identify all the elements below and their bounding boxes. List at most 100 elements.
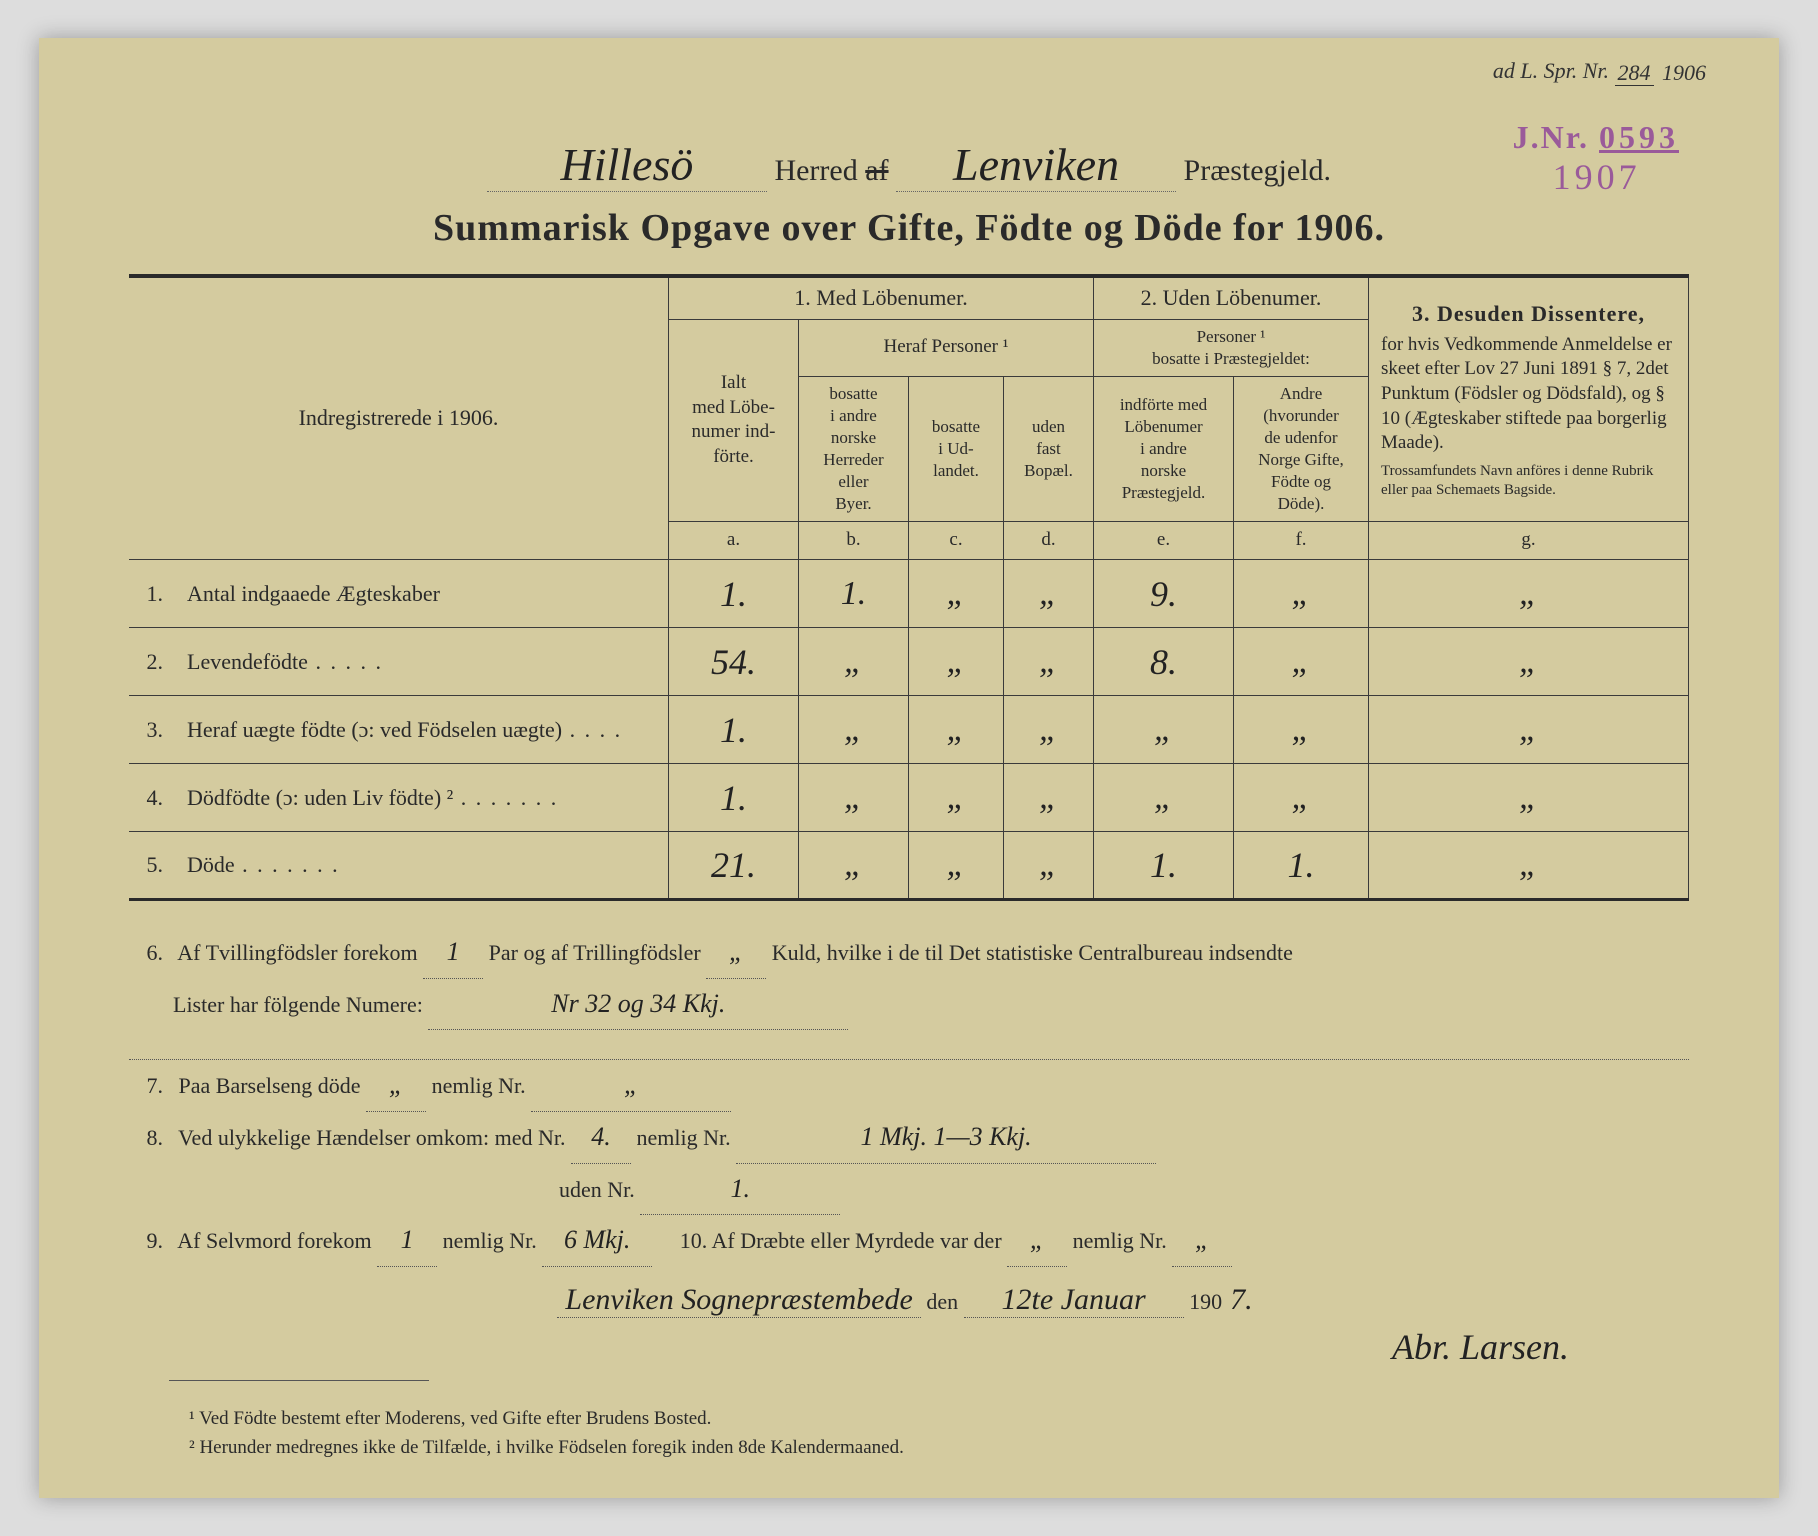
praestegjeld-label: Præstegjeld. [1184, 154, 1332, 187]
cell-e: „ [1094, 764, 1234, 832]
cell-c: „ [909, 832, 1004, 900]
col-letter-b: b. [799, 522, 909, 560]
row-num: 4. [129, 764, 169, 832]
l7-nr: „ [531, 1060, 731, 1112]
stamp-jnr-label: J.Nr. [1513, 119, 1589, 155]
l9-nr: 6 Mkj. [542, 1215, 652, 1267]
cell-b: 1. [799, 560, 909, 628]
cell-f: „ [1234, 628, 1369, 696]
cell-b: „ [799, 696, 909, 764]
col-f-header: Andre (hvorunder de udenfor Norge Gifte,… [1234, 376, 1369, 522]
cell-g: „ [1369, 560, 1689, 628]
line-7: 7. Paa Barselseng döde „ nemlig Nr. „ [129, 1060, 1689, 1112]
cell-g: „ [1369, 832, 1689, 900]
document-page: ad L. Spr. Nr. 284 1906 J.Nr. 0593 1907 … [39, 38, 1779, 1498]
cell-d: „ [1004, 560, 1094, 628]
stamp-year: 1907 [1553, 156, 1679, 199]
cell-d: „ [1004, 628, 1094, 696]
signature-line: Lenviken Sognepræstembede den 12te Janua… [129, 1283, 1689, 1318]
herred-label: Herred [774, 154, 857, 187]
l8-uden: 1. [640, 1164, 840, 1216]
cell-e: 9. [1094, 560, 1234, 628]
sec2-sub-header: Personer ¹ bosatte i Præstegjeldet: [1094, 319, 1369, 376]
header-line: Hillesö Herred af Lenviken Præstegjeld. [129, 138, 1689, 192]
cell-f: 1. [1234, 832, 1369, 900]
cell-g: „ [1369, 628, 1689, 696]
twin-numbers: Nr 32 og 34 Kkj. [428, 979, 848, 1031]
section-1-head: 1. Med Löbenumer. [669, 276, 1094, 319]
footnotes: ¹ Ved Födte bestemt efter Moderens, ved … [129, 1405, 1689, 1462]
sig-year-hand: 7. [1222, 1283, 1261, 1317]
l10-nr: „ [1172, 1215, 1232, 1267]
summary-table: Indregistrerede i 1906. 1. Med Löbenumer… [129, 274, 1689, 901]
annotation-text: ad L. Spr. Nr. [1493, 58, 1609, 83]
cell-c: „ [909, 696, 1004, 764]
cell-e: „ [1094, 696, 1234, 764]
col-letter-f: f. [1234, 522, 1369, 560]
row-num: 5. [129, 832, 169, 900]
annotation-fraction: 284 1906 [1615, 60, 1710, 86]
line-6: 6. Af Tvillingfödsler forekom 1 Par og a… [129, 927, 1689, 979]
cell-d: „ [1004, 764, 1094, 832]
table-row: 5. Döde 21. „ „ „ 1. 1. „ [129, 832, 1689, 900]
table-row: 3. Heraf uægte födte (ɔ: ved Födselen uæ… [129, 696, 1689, 764]
cell-c: „ [909, 560, 1004, 628]
cell-a: 21. [669, 832, 799, 900]
col-d-header: uden fast Bopæl. [1004, 376, 1094, 522]
cell-f: „ [1234, 560, 1369, 628]
row-label: Dödfödte (ɔ: uden Liv födte) ² [169, 764, 669, 832]
col-e-header: indförte med Löbenumer i andre norske Pr… [1094, 376, 1234, 522]
cell-b: „ [799, 764, 909, 832]
cell-e: 8. [1094, 628, 1234, 696]
row-label: Levendefödte [169, 628, 669, 696]
twin-count: 1 [423, 927, 483, 979]
l7-count: „ [366, 1060, 426, 1112]
cell-g: „ [1369, 696, 1689, 764]
top-right-annotation: ad L. Spr. Nr. 284 1906 [1493, 58, 1709, 86]
document-title: Summarisk Opgave over Gifte, Födte og Dö… [129, 206, 1689, 250]
table-row: 4. Dödfödte (ɔ: uden Liv födte) ² 1. „ „… [129, 764, 1689, 832]
col-letter-e: e. [1094, 522, 1234, 560]
journal-stamp: J.Nr. 0593 1907 [1513, 118, 1679, 200]
footnote-1: ¹ Ved Födte bestemt efter Moderens, ved … [189, 1405, 1689, 1434]
row-label: Döde [169, 832, 669, 900]
l8-nr: 1 Mkj. 1—3 Kkj. [736, 1112, 1156, 1164]
col-letter-a: a. [669, 522, 799, 560]
trip-count: „ [706, 927, 766, 979]
row-label: Antal indgaaede Ægteskaber [169, 560, 669, 628]
col-letter-c: c. [909, 522, 1004, 560]
herred-handwritten: Hillesö [487, 138, 767, 192]
table-row: 2. Levendefödte 54. „ „ „ 8. „ „ [129, 628, 1689, 696]
row-num: 1. [129, 560, 169, 628]
af-strikethrough: af [865, 154, 888, 187]
col-letter-g: g. [1369, 522, 1689, 560]
cell-a: 1. [669, 764, 799, 832]
row-label: Heraf uægte födte (ɔ: ved Födselen uægte… [169, 696, 669, 764]
l8-med: 4. [571, 1112, 631, 1164]
row-num: 2. [129, 628, 169, 696]
praestegjeld-handwritten: Lenviken [896, 138, 1176, 192]
cell-f: „ [1234, 764, 1369, 832]
footnote-2: ² Herunder medregnes ikke de Tilfælde, i… [189, 1434, 1689, 1463]
line-6b: Lister har fölgende Numere: Nr 32 og 34 … [129, 979, 1689, 1031]
l10-count: „ [1007, 1215, 1067, 1267]
signature-name: Abr. Larsen. [129, 1326, 1689, 1368]
col-letter-d: d. [1004, 522, 1094, 560]
cell-d: „ [1004, 696, 1094, 764]
cell-b: „ [799, 832, 909, 900]
col-indregistrerede: Indregistrerede i 1906. [129, 276, 669, 560]
row-num: 3. [129, 696, 169, 764]
col-b-header: bosatte i andre norske Herreder eller By… [799, 376, 909, 522]
stamp-jnr-number: 0593 [1599, 119, 1679, 155]
sig-place: Lenviken Sognepræstembede [557, 1283, 920, 1318]
table-row: 1. Antal indgaaede Ægteskaber 1. 1. „ „ … [129, 560, 1689, 628]
col-a-header: Ialt med Löbe- numer ind- förte. [669, 319, 799, 522]
lines-below-table: 6. Af Tvillingfödsler forekom 1 Par og a… [129, 927, 1689, 1267]
cell-a: 1. [669, 560, 799, 628]
sig-date: 12te Januar [964, 1283, 1184, 1318]
cell-c: „ [909, 764, 1004, 832]
cell-d: „ [1004, 832, 1094, 900]
cell-b: „ [799, 628, 909, 696]
line-9-10: 9. Af Selvmord forekom 1 nemlig Nr. 6 Mk… [129, 1215, 1689, 1267]
annotation-den: 1906 [1659, 60, 1709, 85]
